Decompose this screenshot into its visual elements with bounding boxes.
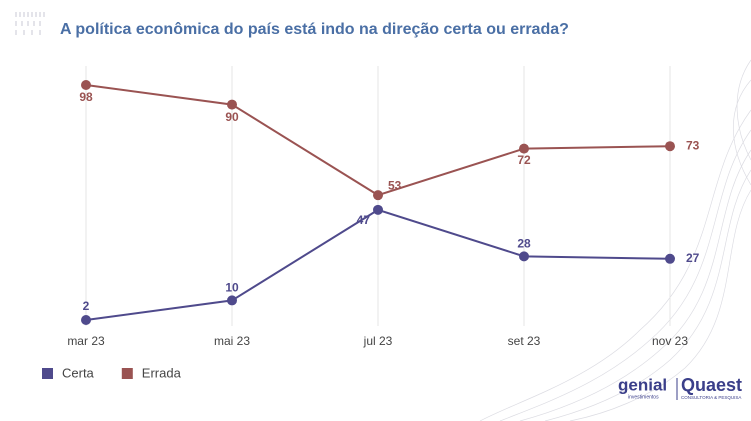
x-tick-label: jul 23	[363, 334, 393, 348]
background-curves	[479, 59, 751, 421]
logo-genial-sub: investimentos	[628, 394, 659, 400]
data-label: 47	[357, 213, 371, 227]
logos: genial investimentos Quaest CONSULTORIA …	[618, 375, 742, 401]
decor-icon	[15, 12, 45, 35]
data-point	[373, 204, 383, 215]
data-label: 98	[79, 90, 93, 104]
data-label: 27	[686, 251, 700, 265]
x-tick-label: mar 23	[67, 334, 105, 348]
data-point	[519, 143, 529, 154]
data-point	[81, 315, 91, 325]
data-label: 73	[686, 138, 700, 152]
data-point	[227, 99, 237, 110]
x-tick-label: set 23	[508, 334, 541, 348]
logo-quaest: Quaest	[681, 375, 742, 395]
data-label: 72	[517, 153, 531, 167]
x-tick-label: nov 23	[652, 334, 688, 348]
logo-quaest-sub: CONSULTORIA & PESQUISA	[681, 395, 741, 400]
legend-swatch	[121, 368, 133, 379]
data-label: 53	[388, 178, 402, 192]
data-label: 90	[225, 110, 239, 124]
data-point	[665, 253, 675, 264]
data-point	[373, 190, 383, 201]
data-point	[81, 80, 91, 90]
legend-label: Certa	[62, 365, 95, 380]
data-label: 28	[517, 237, 531, 251]
x-tick-label: mai 23	[214, 334, 250, 348]
data-point	[665, 141, 675, 152]
legend-swatch	[42, 368, 53, 379]
data-label: 2	[83, 299, 90, 313]
data-point	[519, 251, 529, 262]
logo-genial: genial	[618, 375, 667, 394]
legend-label: Errada	[142, 365, 182, 380]
chart-title: A política econômica do país está indo n…	[60, 21, 569, 38]
data-point	[227, 295, 237, 306]
data-label: 10	[225, 281, 239, 295]
